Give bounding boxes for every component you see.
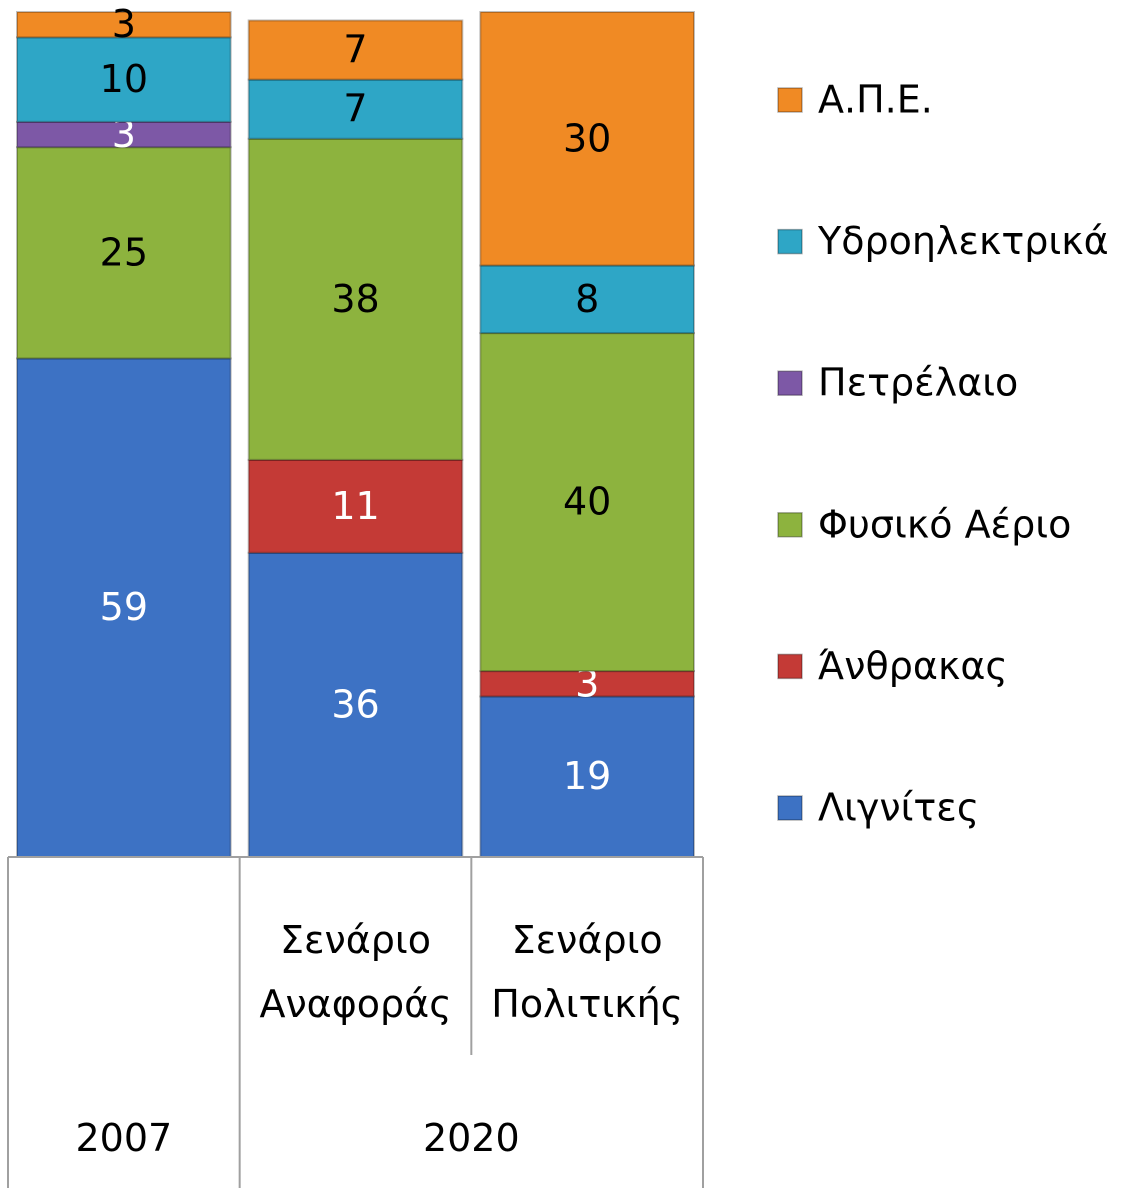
legend-label: Α.Π.Ε. xyxy=(818,78,933,122)
x-group-label: 2007 xyxy=(75,1116,173,1160)
data-label: 30 xyxy=(563,116,611,160)
legend-swatch xyxy=(777,795,803,821)
data-label: 7 xyxy=(343,28,367,72)
data-label: 11 xyxy=(331,484,379,528)
legend-swatch xyxy=(777,87,803,113)
legend-swatch xyxy=(777,653,803,680)
bar-segment xyxy=(247,78,464,140)
bar-segment xyxy=(247,137,464,461)
legend-label: Υδροηλεκτρικά xyxy=(817,219,1109,263)
data-label: 36 xyxy=(331,682,379,726)
bar-segment xyxy=(16,357,232,858)
bar-segment xyxy=(479,695,696,859)
data-label: 8 xyxy=(575,277,599,321)
data-label: 3 xyxy=(112,2,136,46)
bar-segment xyxy=(16,36,232,123)
legend-swatch xyxy=(777,512,803,538)
bar-segment xyxy=(247,19,464,81)
legend-label: Λιγνίτες xyxy=(818,786,979,830)
x-tick-label: Σενάριο Αναφοράς xyxy=(259,918,452,1026)
legend-swatch xyxy=(777,370,803,396)
legend-label: Πετρέλαιο xyxy=(818,361,1018,405)
bar-segment xyxy=(247,458,464,554)
bar-segment xyxy=(247,551,464,858)
data-label: 25 xyxy=(100,230,148,274)
data-label: 40 xyxy=(563,480,611,524)
data-label: 38 xyxy=(331,277,379,321)
legend-label: Άνθρακας xyxy=(818,644,1008,688)
bar-segment xyxy=(16,11,232,39)
data-label: 7 xyxy=(343,87,367,131)
data-label: 19 xyxy=(563,754,611,798)
bar-segment xyxy=(479,264,696,335)
legend-label: Φυσικό Αέριο xyxy=(818,502,1071,546)
data-label: 10 xyxy=(100,57,148,101)
x-tick-label: Σενάριο Πολιτικής xyxy=(491,918,683,1026)
bar-segment xyxy=(16,120,232,149)
data-label: 59 xyxy=(100,585,148,629)
bar-segment xyxy=(479,670,696,698)
bar-segment xyxy=(479,11,696,267)
legend-swatch xyxy=(777,228,803,255)
bar-segment xyxy=(479,332,696,673)
x-group-label: 2020 xyxy=(422,1116,520,1160)
